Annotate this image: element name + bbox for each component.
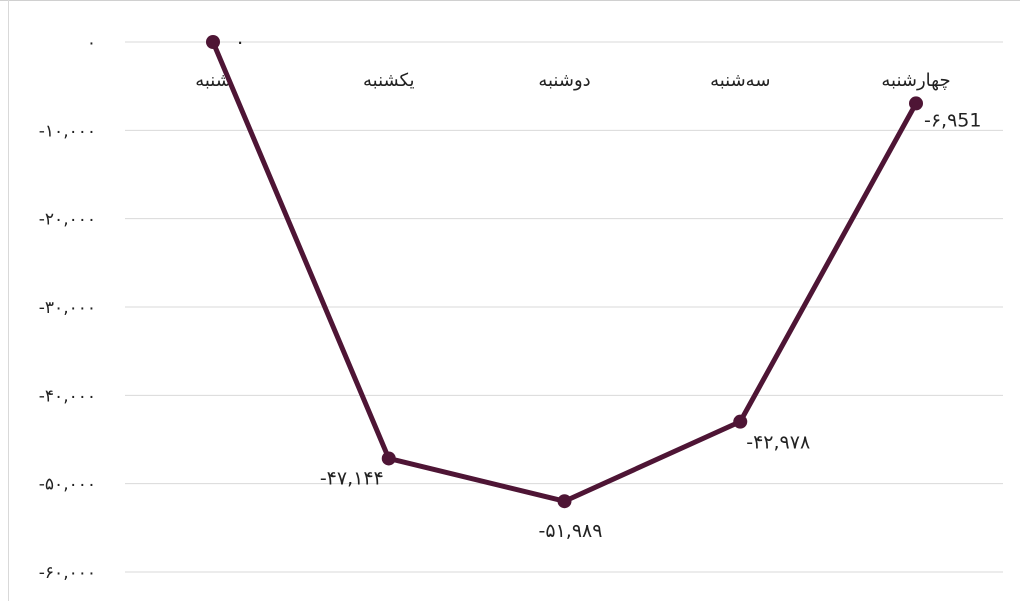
data-point <box>733 414 748 429</box>
data-point <box>381 451 396 466</box>
y-tick-label: -۶۰,۰۰۰ <box>39 563 96 583</box>
chart-frame-top <box>0 0 1020 1</box>
x-category-label: سه‌شنبه <box>710 70 770 91</box>
y-tick-label: -۱۰,۰۰۰ <box>39 121 96 141</box>
data-point <box>909 96 923 111</box>
x-category-label: دوشنبه <box>538 70 590 91</box>
data-label: ۰ <box>235 31 245 53</box>
data-point <box>557 494 572 509</box>
x-category-label: شنبه <box>195 70 231 91</box>
data-point <box>206 35 220 49</box>
x-category-label: چهارشنبه <box>881 70 950 91</box>
data-label: -۴۷,۱۴۴ <box>320 467 384 489</box>
data-label: -۵۱,۹۸۹ <box>539 520 603 542</box>
chart-frame-left <box>8 0 9 601</box>
data-label: -۶,۹51 <box>924 109 981 131</box>
y-tick-label: -۳۰,۰۰۰ <box>39 298 96 318</box>
y-tick-label: -۴۰,۰۰۰ <box>39 386 96 406</box>
y-tick-label: ۰ <box>87 33 96 53</box>
y-tick-label: -۲۰,۰۰۰ <box>39 210 96 230</box>
series-line <box>210 39 919 504</box>
x-category-label: یکشنبه <box>363 70 415 91</box>
y-tick-label: -۵۰,۰۰۰ <box>39 475 96 495</box>
data-label: -۴۲,۹۷۸ <box>746 432 810 454</box>
